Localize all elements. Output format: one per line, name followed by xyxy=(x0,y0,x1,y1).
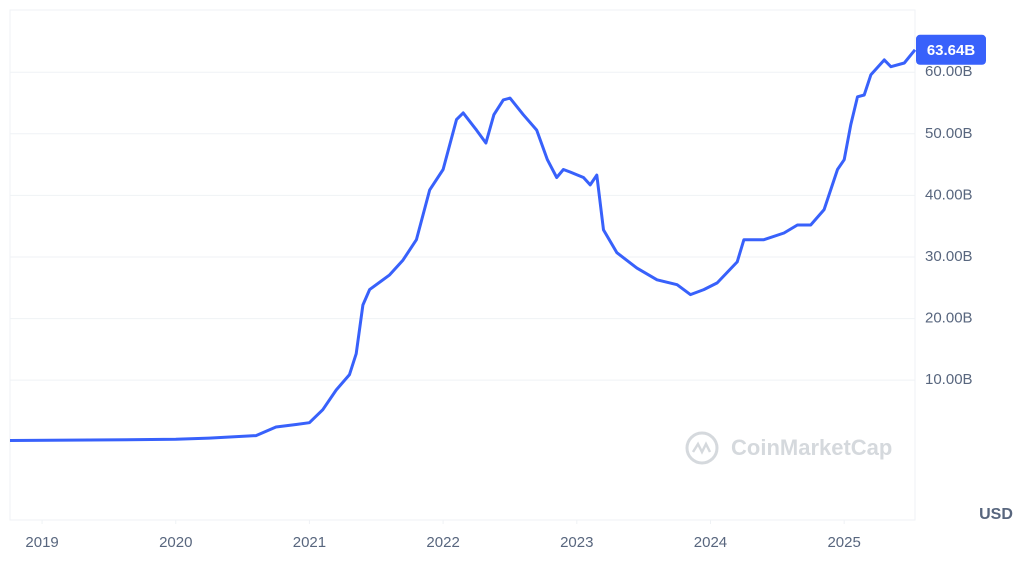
y-tick-label: 10.00B xyxy=(925,371,973,388)
x-tick-label: 2021 xyxy=(293,534,326,551)
x-tick-label: 2019 xyxy=(25,534,58,551)
x-tick-label: 2020 xyxy=(159,534,192,551)
y-tick-label: 40.00B xyxy=(925,186,973,203)
line xyxy=(9,48,917,442)
plot-frame xyxy=(9,9,916,521)
watermark-logo-mark xyxy=(691,441,712,455)
current-value-badge: 63.64B xyxy=(916,34,986,65)
watermark-logo xyxy=(685,431,719,465)
currency-label: USD xyxy=(979,506,1013,523)
badge-label: 63.64B xyxy=(927,42,976,59)
x-tick-label: 2024 xyxy=(694,534,727,551)
y-tick-label: 50.00B xyxy=(925,125,973,142)
watermark: CoinMarketCap xyxy=(685,431,892,465)
y-tick-label: 30.00B xyxy=(925,248,973,265)
y-tick-label: 60.00B xyxy=(925,63,973,80)
y-tick-label: 20.00B xyxy=(925,310,973,327)
badge-bg xyxy=(916,34,986,65)
x-tick-label: 2023 xyxy=(560,534,593,551)
watermark-text: CoinMarketCap xyxy=(731,435,892,460)
x-tick-label: 2022 xyxy=(426,534,459,551)
x-tick-label: 2025 xyxy=(827,534,860,551)
